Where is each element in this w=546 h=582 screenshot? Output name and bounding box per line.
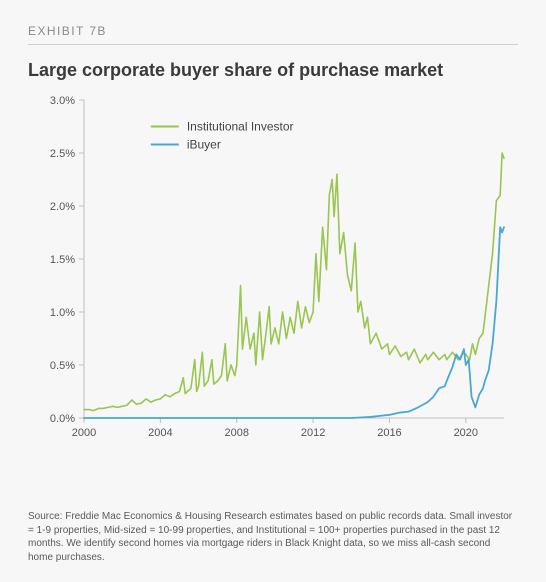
svg-text:2008: 2008 xyxy=(224,427,248,439)
divider xyxy=(28,44,518,45)
svg-text:2016: 2016 xyxy=(377,427,401,439)
chart-area: 0.0% 0.5% 1.0% 1.5% 2.0% 2.5% 3.0% 2000 2004 2008… xyxy=(28,92,518,501)
svg-text:2.5%: 2.5% xyxy=(50,148,75,160)
svg-text:0.5%: 0.5% xyxy=(50,360,75,372)
series-institutional-investor xyxy=(84,153,504,411)
legend-label: iBuyer xyxy=(187,137,221,151)
svg-text:2.0%: 2.0% xyxy=(50,201,75,213)
svg-text:2000: 2000 xyxy=(72,427,96,439)
series-ibuyer xyxy=(84,227,504,418)
svg-text:2020: 2020 xyxy=(454,427,478,439)
svg-text:2012: 2012 xyxy=(301,427,325,439)
svg-text:0.0%: 0.0% xyxy=(50,413,75,425)
exhibit-label: EXHIBIT 7B xyxy=(28,24,518,38)
svg-text:2004: 2004 xyxy=(148,427,172,439)
line-chart: 0.0% 0.5% 1.0% 1.5% 2.0% 2.5% 3.0% 2000 2004 2008… xyxy=(28,92,518,452)
chart-title: Large corporate buyer share of purchase … xyxy=(28,59,518,82)
svg-text:1.0%: 1.0% xyxy=(50,307,75,319)
source-footnote: Source: Freddie Mac Economics & Housing … xyxy=(28,510,518,564)
svg-text:3.0%: 3.0% xyxy=(50,95,75,107)
svg-text:1.5%: 1.5% xyxy=(50,254,75,266)
legend-label: Institutional Investor xyxy=(187,119,294,133)
